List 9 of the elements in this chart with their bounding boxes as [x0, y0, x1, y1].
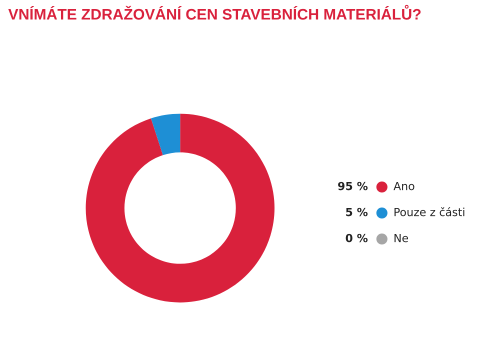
data-label: 95 %	[338, 182, 368, 190]
data-label: 5 %	[346, 208, 368, 216]
chart-title: VNÍMÁTE ZDRAŽOVÁNÍ CEN STAVEBNÍCH MATERIÁLŮ?	[8, 4, 421, 20]
donut-slice	[150, 114, 180, 156]
donut-slice	[86, 114, 275, 302]
text: 0 %	[346, 234, 368, 242]
legend-label: Pouze z části	[394, 207, 464, 216]
legend-label: Ne	[394, 234, 408, 242]
legend-label: Ano	[394, 182, 414, 190]
